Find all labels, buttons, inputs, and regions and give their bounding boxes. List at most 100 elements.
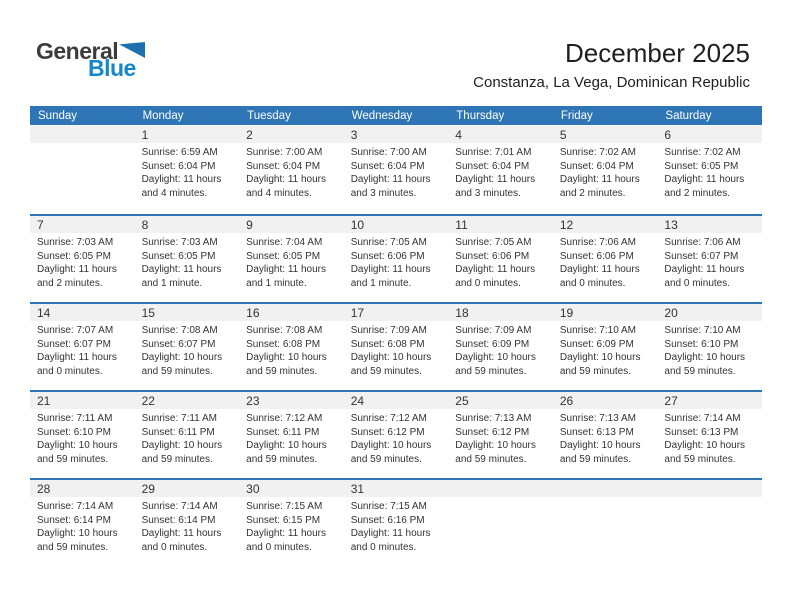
- page-title: December 2025: [565, 38, 750, 68]
- weekday-header-wednesday: Wednesday: [351, 109, 413, 122]
- sunset-text: Sunset: 6:05 PM: [37, 250, 111, 262]
- day-cell: Sunrise: 7:15 AM Sunset: 6:16 PM Daylight:…: [344, 497, 449, 554]
- day-cell: Sunrise: 7:00 AM Sunset: 6:04 PM Daylight:…: [344, 143, 449, 200]
- daylight-text: Daylight: 10 hours and 59 minutes.: [350, 440, 432, 465]
- day-number: 15: [141, 305, 155, 320]
- sunrise-text: Sunrise: 7:14 AM: [664, 413, 741, 424]
- weekday-header-row: Sunday Monday Tuesday Wednesday Thursday Frid…: [30, 106, 762, 125]
- daylight-text: Daylight: 11 hours and 2 minutes.: [664, 174, 745, 199]
- sunset-text: Sunset: 6:09 PM: [455, 338, 530, 350]
- sunset-text: Sunset: 6:05 PM: [664, 160, 739, 172]
- sunrise-text: Sunrise: 7:14 AM: [37, 501, 114, 512]
- sunset-text: Sunset: 6:08 PM: [246, 338, 321, 350]
- daylight-text: Daylight: 11 hours and 0 minutes.: [455, 264, 536, 289]
- weekday-header-saturday: Saturday: [665, 109, 712, 122]
- sunset-text: Sunset: 6:14 PM: [141, 514, 216, 526]
- daylight-text: Daylight: 11 hours and 3 minutes.: [455, 174, 536, 199]
- sunset-text: Sunset: 6:05 PM: [141, 250, 216, 262]
- sunset-text: Sunset: 6:04 PM: [559, 160, 634, 172]
- day-cell: [448, 497, 553, 554]
- day-cell: [553, 497, 658, 554]
- daylight-text: Daylight: 11 hours and 0 minutes.: [37, 352, 117, 377]
- day-number: 30: [246, 481, 260, 496]
- day-number: 31: [350, 481, 365, 496]
- day-number: 2: [246, 127, 253, 142]
- sunrise-text: Sunrise: 7:15 AM: [246, 501, 323, 512]
- sunrise-text: Sunrise: 7:02 AM: [559, 147, 636, 158]
- daylight-text: Daylight: 10 hours and 59 minutes.: [246, 352, 327, 377]
- day-cell: Sunrise: 7:10 AM Sunset: 6:10 PM Daylight:…: [657, 321, 762, 378]
- sunrise-text: Sunrise: 7:09 AM: [455, 325, 532, 336]
- week-row: 7 8 9 10 11 12 13 Sunrise: 7:03 AM Sunset: 6:05 …: [30, 214, 762, 302]
- sunrise-text: Sunrise: 7:14 AM: [141, 501, 218, 512]
- day-cell: Sunrise: 6:59 AM Sunset: 6:04 PM Daylight:…: [135, 143, 240, 200]
- day-cell: Sunrise: 7:14 AM Sunset: 6:13 PM Daylight:…: [657, 409, 762, 466]
- calendar-titles: December 2025 Constanza, La Vega, Domini…: [473, 38, 750, 91]
- day-cell: Sunrise: 7:15 AM Sunset: 6:15 PM Daylight:…: [239, 497, 344, 554]
- sunset-text: Sunset: 6:10 PM: [37, 426, 111, 438]
- day-cell: Sunrise: 7:01 AM Sunset: 6:04 PM Daylight:…: [448, 143, 553, 200]
- sunrise-text: Sunrise: 7:13 AM: [559, 413, 636, 424]
- day-number: 7: [37, 217, 44, 232]
- day-number-band: 1 2 3 4 5 6: [30, 126, 762, 143]
- daylight-text: Daylight: 11 hours and 3 minutes.: [350, 174, 431, 199]
- sunrise-text: Sunrise: 7:06 AM: [664, 237, 741, 248]
- day-cell: Sunrise: 7:02 AM Sunset: 6:04 PM Daylight:…: [553, 143, 658, 200]
- sunset-text: Sunset: 6:12 PM: [350, 426, 425, 438]
- general-blue-logo: General Blue: [36, 38, 156, 81]
- sunrise-text: Sunrise: 7:03 AM: [37, 237, 114, 248]
- day-cell: Sunrise: 7:08 AM Sunset: 6:08 PM Daylight:…: [239, 321, 344, 378]
- sunset-text: Sunset: 6:07 PM: [141, 338, 216, 350]
- sunset-text: Sunset: 6:07 PM: [664, 250, 739, 262]
- week-row: 14 15 16 17 18 19 20 Sunrise: 7:07 AM Sunset: 6:…: [30, 302, 762, 390]
- day-details-row: Sunrise: 7:11 AM Sunset: 6:10 PM Daylight:…: [30, 409, 762, 466]
- sunrise-text: Sunrise: 7:10 AM: [559, 325, 636, 336]
- weekday-header-friday: Friday: [560, 109, 593, 122]
- daylight-text: Daylight: 11 hours and 0 minutes.: [664, 264, 745, 289]
- sunset-text: Sunset: 6:07 PM: [37, 338, 111, 350]
- daylight-text: Daylight: 10 hours and 59 minutes.: [37, 440, 118, 465]
- daylight-text: Daylight: 11 hours and 2 minutes.: [559, 174, 640, 199]
- day-number: 26: [559, 393, 574, 408]
- sunset-text: Sunset: 6:11 PM: [141, 426, 215, 438]
- day-cell: Sunrise: 7:02 AM Sunset: 6:05 PM Daylight:…: [657, 143, 762, 200]
- sunset-text: Sunset: 6:08 PM: [350, 338, 425, 350]
- sunrise-text: Sunrise: 7:10 AM: [664, 325, 741, 336]
- daylight-text: Daylight: 11 hours and 0 minutes.: [350, 528, 431, 553]
- day-number: 12: [559, 217, 574, 232]
- logo-text-general: General: [36, 38, 119, 64]
- sunrise-text: Sunrise: 7:00 AM: [350, 147, 427, 158]
- week-row: 28 29 30 31 Sunrise: 7:14 AM Sunset: 6:14 PM D…: [30, 478, 762, 566]
- day-cell: [30, 143, 135, 200]
- day-number: 3: [350, 127, 358, 142]
- sunrise-text: Sunrise: 7:11 AM: [141, 413, 217, 424]
- sunrise-text: Sunrise: 7:13 AM: [455, 413, 532, 424]
- day-number: 5: [559, 127, 567, 142]
- sunrise-text: Sunrise: 7:08 AM: [246, 325, 323, 336]
- day-details-row: Sunrise: 6:59 AM Sunset: 6:04 PM Daylight:…: [30, 143, 762, 200]
- daylight-text: Daylight: 10 hours and 59 minutes.: [455, 440, 536, 465]
- day-cell: Sunrise: 7:13 AM Sunset: 6:13 PM Daylight:…: [553, 409, 658, 466]
- daylight-text: Daylight: 11 hours and 1 minute.: [246, 264, 326, 289]
- sunrise-text: Sunrise: 7:00 AM: [246, 147, 323, 158]
- daylight-text: Daylight: 10 hours and 59 minutes.: [246, 440, 327, 465]
- day-cell: Sunrise: 7:05 AM Sunset: 6:06 PM Daylight:…: [344, 233, 449, 290]
- sunrise-text: Sunrise: 7:09 AM: [350, 325, 427, 336]
- day-cell: Sunrise: 7:11 AM Sunset: 6:10 PM Daylight:…: [30, 409, 135, 466]
- sunset-text: Sunset: 6:06 PM: [350, 250, 425, 262]
- day-number: 19: [559, 305, 574, 320]
- day-number: 4: [455, 127, 462, 142]
- day-cell: Sunrise: 7:03 AM Sunset: 6:05 PM Daylight:…: [135, 233, 240, 290]
- day-cell: [657, 497, 762, 554]
- sunset-text: Sunset: 6:10 PM: [664, 338, 739, 350]
- weekday-header-thursday: Thursday: [456, 109, 505, 122]
- day-number-band: 14 15 16 17 18 19 20: [30, 304, 762, 321]
- sunrise-text: Sunrise: 7:07 AM: [37, 325, 114, 336]
- sunrise-text: Sunrise: 7:05 AM: [455, 237, 532, 248]
- sunset-text: Sunset: 6:04 PM: [350, 160, 425, 172]
- day-number-band: 21 22 23 24 25 26 27: [30, 392, 762, 409]
- sunset-text: Sunset: 6:06 PM: [455, 250, 530, 262]
- logo-text-blue: Blue: [88, 55, 136, 81]
- day-number: 18: [455, 305, 469, 320]
- sunset-text: Sunset: 6:11 PM: [246, 426, 320, 438]
